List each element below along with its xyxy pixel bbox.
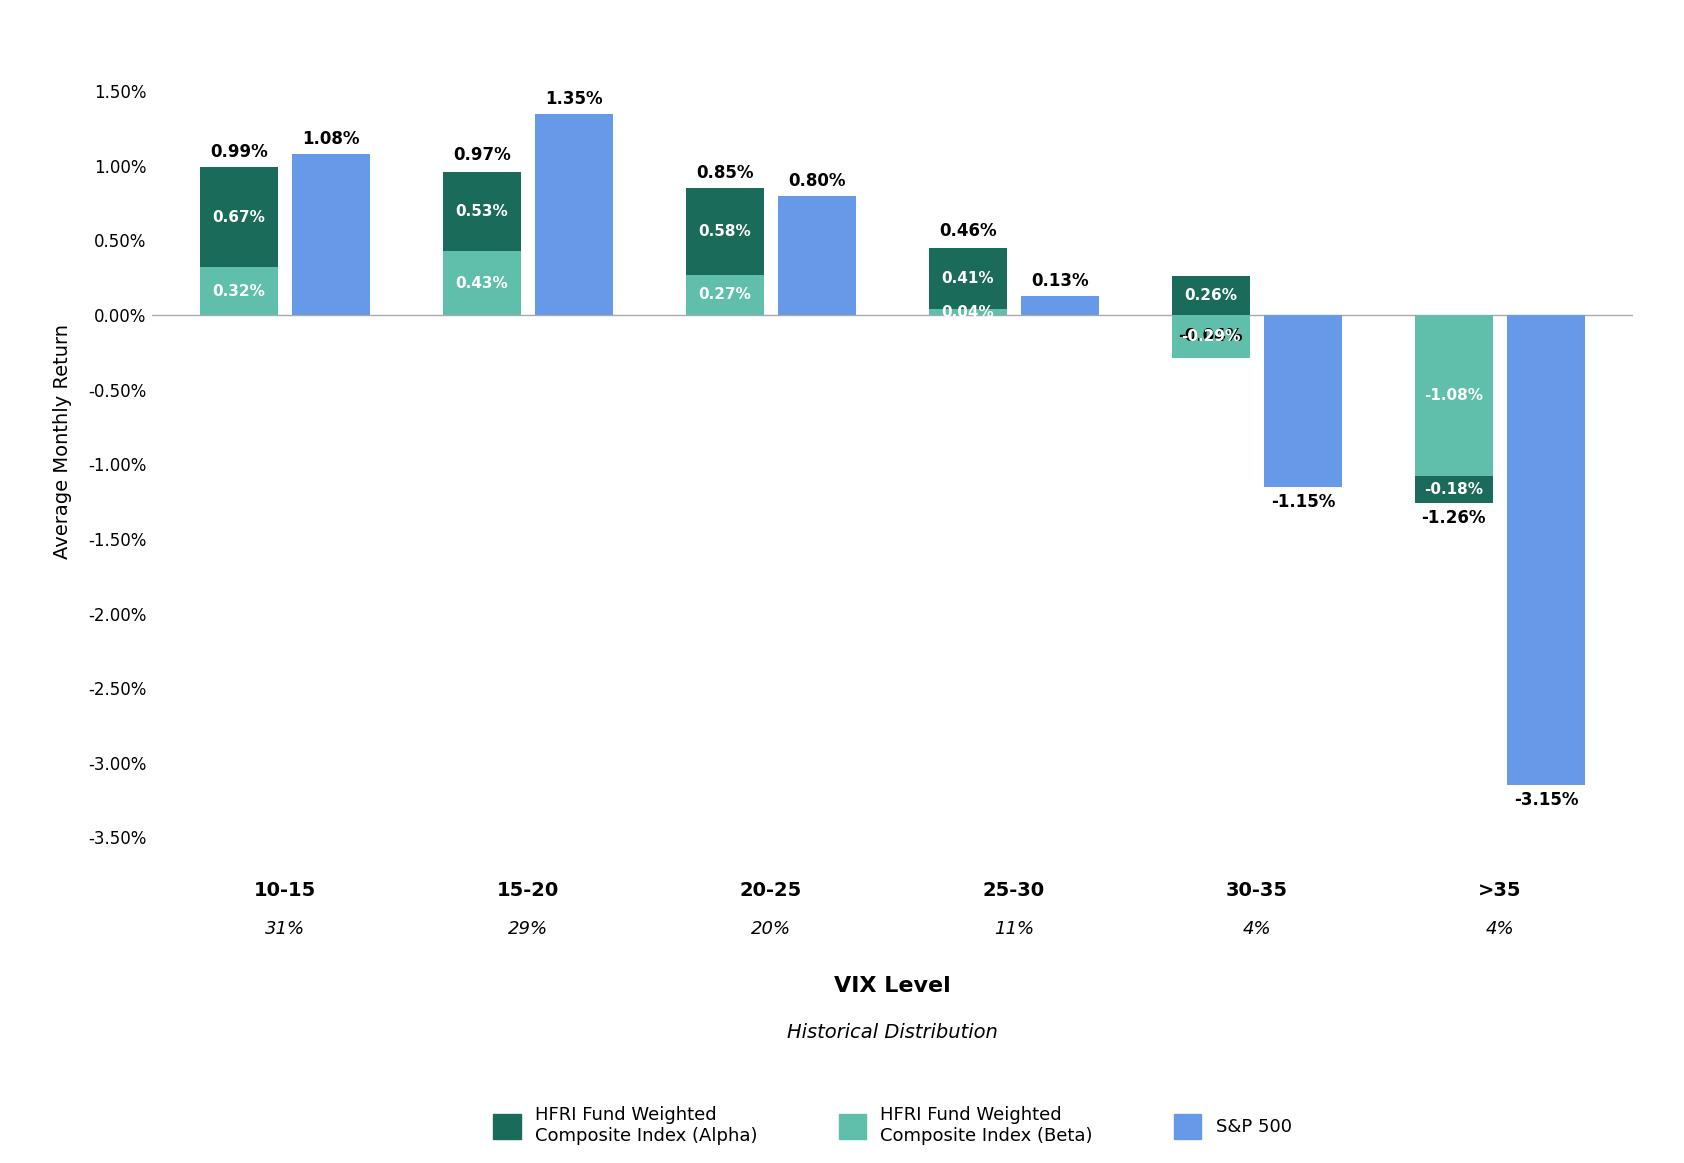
- Text: 0.53%: 0.53%: [456, 204, 509, 219]
- Text: -1.15%: -1.15%: [1271, 493, 1335, 511]
- Bar: [1507, 315, 1585, 785]
- Text: 0.13%: 0.13%: [1031, 272, 1090, 290]
- Bar: [200, 167, 278, 267]
- Text: 10-15: 10-15: [254, 880, 317, 900]
- Bar: [1172, 277, 1250, 315]
- Text: 11%: 11%: [994, 920, 1034, 939]
- Text: 0.46%: 0.46%: [940, 222, 997, 241]
- Text: 0.97%: 0.97%: [453, 147, 510, 164]
- Bar: [293, 154, 370, 315]
- Text: VIX Level: VIX Level: [834, 976, 951, 996]
- Bar: [1021, 295, 1100, 315]
- Text: 29%: 29%: [509, 920, 549, 939]
- Text: 0.26%: 0.26%: [1184, 288, 1238, 304]
- Text: 25-30: 25-30: [983, 880, 1046, 900]
- Text: 20%: 20%: [751, 920, 791, 939]
- Bar: [930, 248, 1007, 309]
- Text: 0.27%: 0.27%: [699, 287, 751, 302]
- Text: >35: >35: [1479, 880, 1522, 900]
- Text: 0.85%: 0.85%: [695, 164, 754, 183]
- Text: 0.43%: 0.43%: [456, 276, 509, 291]
- Bar: [1415, 477, 1492, 504]
- Text: 0.32%: 0.32%: [212, 284, 266, 299]
- Text: 20-25: 20-25: [739, 880, 802, 900]
- Text: 0.99%: 0.99%: [210, 143, 268, 162]
- Bar: [200, 267, 278, 315]
- Bar: [685, 274, 765, 315]
- Y-axis label: Average Monthly Return: Average Monthly Return: [52, 324, 72, 559]
- Text: 4%: 4%: [1485, 920, 1514, 939]
- Text: 0.58%: 0.58%: [699, 224, 751, 240]
- Text: -0.18%: -0.18%: [1425, 483, 1484, 498]
- Text: -1.08%: -1.08%: [1425, 388, 1484, 404]
- Bar: [930, 309, 1007, 315]
- Bar: [1265, 315, 1342, 486]
- Text: -0.04%: -0.04%: [1179, 327, 1243, 345]
- Text: 0.41%: 0.41%: [941, 271, 994, 286]
- Bar: [778, 195, 855, 315]
- Text: 0.04%: 0.04%: [941, 305, 994, 320]
- Bar: [685, 188, 765, 274]
- Text: 15-20: 15-20: [497, 880, 559, 900]
- Text: 0.67%: 0.67%: [212, 209, 266, 224]
- Text: -3.15%: -3.15%: [1514, 791, 1578, 809]
- Text: 0.80%: 0.80%: [788, 172, 845, 190]
- Text: 1.35%: 1.35%: [546, 90, 603, 108]
- Bar: [1415, 315, 1492, 477]
- Legend: HFRI Fund Weighted
Composite Index (Alpha), HFRI Fund Weighted
Composite Index (: HFRI Fund Weighted Composite Index (Alph…: [493, 1106, 1292, 1144]
- Text: -1.26%: -1.26%: [1421, 509, 1485, 527]
- Text: Historical Distribution: Historical Distribution: [786, 1023, 999, 1042]
- Bar: [536, 114, 613, 315]
- Bar: [443, 251, 520, 315]
- Text: 30-35: 30-35: [1226, 880, 1288, 900]
- Bar: [443, 172, 520, 251]
- Text: -0.29%: -0.29%: [1180, 329, 1241, 344]
- Text: 31%: 31%: [264, 920, 305, 939]
- Text: 1.08%: 1.08%: [303, 130, 360, 148]
- Bar: [1172, 315, 1250, 358]
- Text: 4%: 4%: [1243, 920, 1271, 939]
